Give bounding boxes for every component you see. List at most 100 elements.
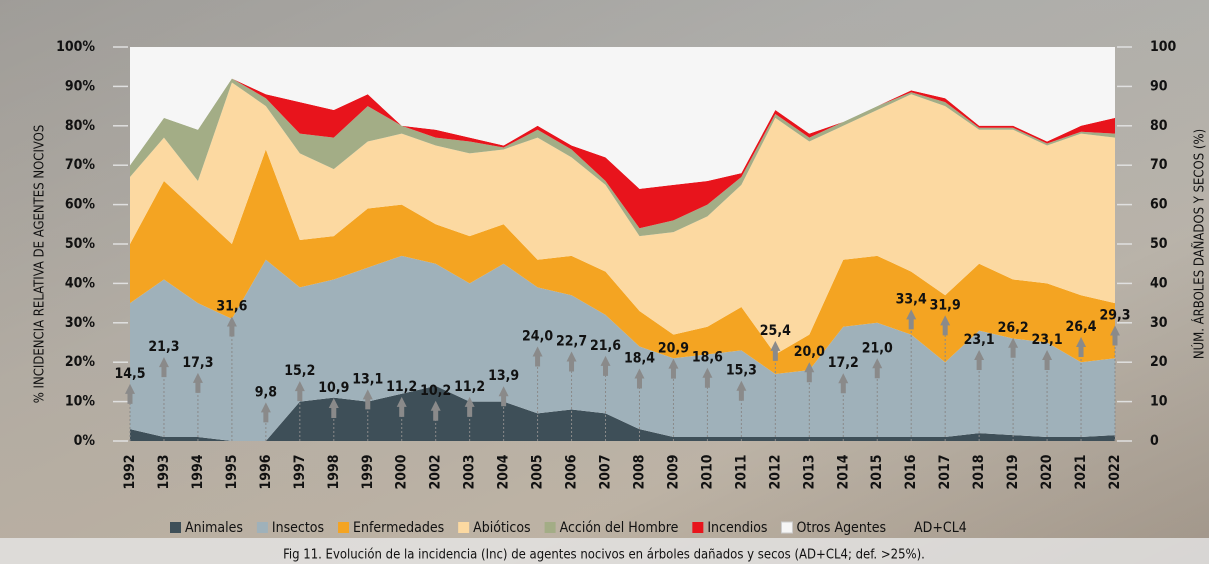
arrow-head — [294, 381, 305, 402]
arrow-head — [1076, 336, 1087, 357]
y2-tick-label: 60 — [1150, 197, 1168, 213]
data-label: 20,9 — [658, 341, 689, 357]
y2-tick-label: 80 — [1150, 118, 1168, 134]
legend-swatch — [544, 522, 556, 533]
arrow-head — [1110, 325, 1120, 346]
data-label: 11,2 — [386, 379, 417, 395]
data-label: 31,6 — [216, 298, 247, 314]
data-label: 13,1 — [352, 371, 383, 387]
data-label: 26,2 — [998, 320, 1029, 336]
data-label: 26,4 — [1065, 319, 1096, 335]
legend-swatch — [338, 522, 350, 533]
data-label: 21,3 — [148, 339, 179, 355]
data-label: 14,5 — [114, 366, 145, 382]
arrow-head — [158, 357, 169, 378]
y2-tick-label: 30 — [1150, 315, 1168, 331]
data-label: 31,9 — [930, 297, 961, 313]
x-tick-label: 2014 — [835, 454, 851, 489]
arrow-head — [566, 351, 577, 372]
legend-swatch — [780, 521, 793, 534]
legend-label: Insectos — [272, 520, 324, 536]
y-tick-label: 100% — [56, 39, 95, 55]
x-tick-label: 2021 — [1073, 454, 1089, 489]
y-tick-label: 20% — [65, 354, 96, 370]
y2-tick-label: 40 — [1150, 275, 1168, 291]
x-tick-label: 1995 — [224, 454, 240, 489]
data-label: 33,4 — [896, 291, 927, 307]
data-label: 17,2 — [828, 355, 859, 371]
y-tick-label: 90% — [65, 78, 96, 94]
x-tick-label: 2017 — [937, 454, 953, 489]
data-label: 21,6 — [590, 338, 621, 354]
x-tick-label: 2002 — [428, 454, 444, 489]
x-tick-label: 2022 — [1107, 454, 1123, 489]
legend-label: Incendios — [707, 520, 767, 536]
y-tick-label: 80% — [65, 118, 96, 134]
caption: Fig 11. Evolución de la incidencia (Inc)… — [283, 548, 925, 563]
arrow-head — [974, 349, 985, 370]
arrow-head — [1042, 349, 1053, 370]
legend-label: AD+CL4 — [914, 520, 967, 536]
legend-swatch — [256, 522, 268, 533]
arrow-head — [838, 373, 849, 394]
x-tick-label: 1997 — [292, 454, 308, 489]
y2-tick-label: 0 — [1150, 433, 1159, 449]
y-tick-label: 50% — [65, 236, 96, 252]
y-tick-label: 70% — [65, 157, 96, 173]
area — [130, 78, 1115, 229]
data-label: 10,9 — [318, 380, 349, 396]
arrow-head — [192, 372, 203, 393]
x-tick-label: 2013 — [801, 454, 817, 489]
x-tick-label: 2007 — [598, 454, 614, 489]
y2-axis-label: NÚM. ÁRBOLES DAÑADOS Y SECOS (%) — [1192, 129, 1208, 359]
data-label: 25,4 — [760, 323, 791, 339]
arrow-head — [362, 389, 373, 410]
area — [130, 82, 1115, 355]
legend-label: Acción del Hombre — [560, 520, 679, 536]
x-tick-label: 1996 — [258, 454, 274, 489]
x-tick-label: 2018 — [971, 454, 987, 489]
arrow-head — [226, 316, 237, 337]
data-label: 22,7 — [556, 334, 587, 350]
data-label: 20,0 — [794, 344, 825, 360]
x-tick-label: 2006 — [564, 454, 580, 489]
data-label: 29,3 — [1099, 308, 1130, 324]
data-label: 10,2 — [420, 383, 451, 399]
x-tick-label: 2010 — [699, 454, 715, 489]
data-label: 23,1 — [964, 332, 995, 348]
legend-label: Abióticos — [473, 520, 530, 536]
arrow-head — [430, 400, 441, 421]
arrow-head — [125, 383, 135, 404]
legend-label: Otros Agentes — [796, 520, 886, 536]
data-label: 13,9 — [488, 368, 519, 384]
arrow-head — [736, 380, 747, 401]
area — [130, 255, 1115, 441]
x-tick-label: 2020 — [1039, 454, 1055, 489]
area — [130, 47, 1115, 189]
x-tick-label: 2009 — [665, 454, 681, 489]
y-tick-label: 60% — [65, 197, 96, 213]
x-tick-label: 2011 — [733, 454, 749, 489]
area — [130, 149, 1115, 375]
data-label: 23,1 — [1032, 332, 1063, 348]
y2-tick-label: 100 — [1150, 39, 1177, 55]
y-tick-label: 30% — [65, 315, 96, 331]
y-axis-label: % INCIDENCIA RELATIVA DE AGENTES NOCIVOS — [33, 125, 48, 404]
legend-label: Enfermedades — [353, 520, 444, 536]
legend-swatch — [692, 522, 704, 533]
area — [130, 385, 1115, 441]
x-tick-label: 1998 — [326, 454, 342, 489]
data-label: 15,2 — [284, 363, 315, 379]
x-tick-label: 2015 — [869, 454, 885, 489]
y-tick-label: 40% — [65, 275, 96, 291]
data-label: 11,2 — [454, 379, 485, 395]
x-tick-label: 2012 — [767, 454, 783, 489]
y2-tick-label: 10 — [1150, 394, 1168, 410]
data-label: 9,8 — [255, 384, 277, 400]
arrow-head — [600, 355, 611, 376]
arrow-head — [906, 309, 917, 330]
x-tick-label: 2000 — [394, 454, 410, 489]
data-label: 24,0 — [522, 328, 553, 344]
x-tick-label: 2008 — [631, 454, 647, 489]
